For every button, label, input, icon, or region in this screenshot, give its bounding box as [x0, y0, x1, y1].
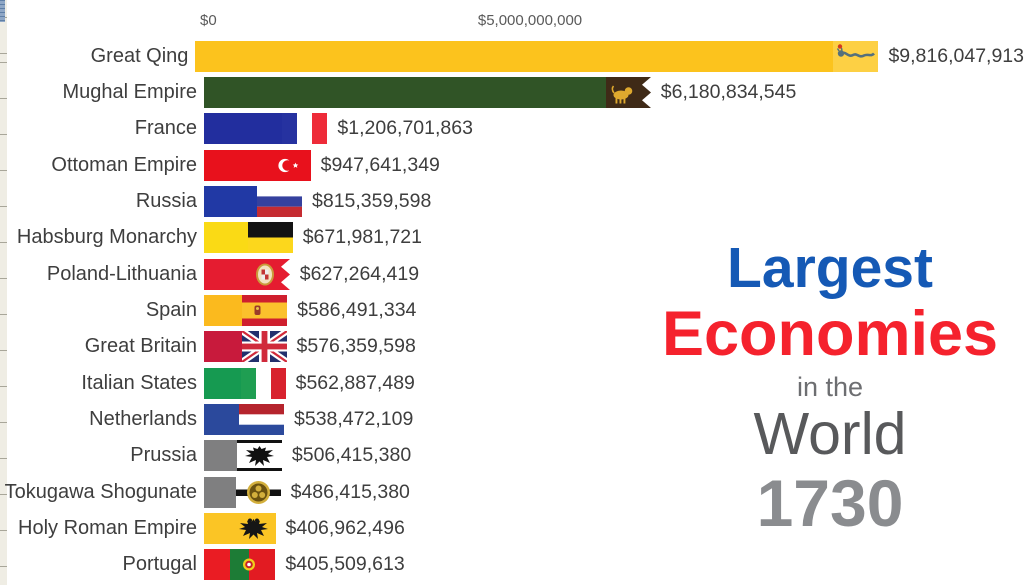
chart-row: Tokugawa Shogunate $486,415,380	[0, 474, 1024, 510]
chart-row: Great Qing $9,816,047,913	[0, 38, 1024, 74]
netherlands-flag-icon	[239, 403, 284, 435]
value-label: $562,887,489	[295, 371, 415, 394]
value-bar	[204, 222, 248, 254]
qing-flag-icon	[833, 40, 879, 72]
france-flag-icon	[282, 113, 328, 145]
x-axis: $0 $5,000,000,000	[0, 12, 1024, 34]
prussia-flag-icon	[236, 440, 282, 472]
habsburg-flag-icon	[247, 222, 293, 254]
value-bar	[204, 512, 231, 544]
chart-row: Portugal $405,509,613	[0, 547, 1024, 583]
value-bar	[204, 185, 257, 217]
chart-row: Holy Roman Empire $406,962,496	[0, 510, 1024, 546]
mughal-flag-icon	[605, 76, 651, 108]
chart-row: Habsburg Monarchy $671,981,721	[0, 220, 1024, 256]
chart-row: Mughal Empire $6,180,834,545	[0, 74, 1024, 110]
country-label: Tokugawa Shogunate	[4, 480, 197, 503]
value-label: $627,264,419	[299, 262, 420, 285]
value-bar	[204, 331, 242, 363]
value-bar	[204, 367, 241, 399]
gb-flag-icon	[241, 331, 287, 363]
country-label: France	[134, 117, 197, 140]
value-label: $405,509,613	[285, 553, 405, 576]
value-bar	[204, 403, 239, 435]
title-word-largest: Largest	[727, 236, 933, 300]
country-label: Holy Roman Empire	[18, 516, 197, 539]
value-label: $586,491,334	[297, 298, 417, 321]
value-bar	[204, 149, 266, 181]
window-edge-artifact	[0, 0, 5, 22]
country-label: Great Qing	[90, 44, 189, 67]
value-label: $671,981,721	[302, 226, 422, 249]
chart-row: Spain $586,491,334	[0, 292, 1024, 328]
chart-row: Poland-Lithuania $627,264,419	[0, 256, 1024, 292]
title-word-world: World	[753, 401, 907, 467]
value-bar	[204, 549, 231, 581]
value-bar	[204, 476, 236, 508]
country-label: Mughal Empire	[62, 80, 197, 103]
value-label: $538,472,109	[294, 407, 414, 430]
chart-row: Russia $815,359,598	[0, 183, 1024, 219]
hre-flag-icon	[230, 512, 276, 544]
country-label: Habsburg Monarchy	[16, 226, 197, 249]
country-label: Ottoman Empire	[51, 153, 197, 176]
chart-row: France $1,206,701,863	[0, 111, 1024, 147]
value-bar	[204, 113, 283, 145]
country-label: Prussia	[130, 444, 197, 467]
value-label: $1,206,701,863	[337, 117, 473, 140]
value-label: $406,962,496	[285, 516, 405, 539]
axis-tick-zero: $0	[200, 12, 217, 29]
country-label: Great Britain	[84, 335, 197, 358]
value-bar	[204, 76, 606, 108]
chart-row: Netherlands $538,472,109	[0, 401, 1024, 437]
value-label: $486,415,380	[290, 480, 410, 503]
title-word-economies: Economies	[661, 299, 999, 369]
country-label: Italian States	[81, 371, 197, 394]
italy-flag-icon	[240, 367, 286, 399]
country-label: Poland-Lithuania	[46, 262, 197, 285]
value-label: $506,415,380	[291, 444, 412, 467]
axis-tick-5b: $5,000,000,000	[477, 12, 583, 29]
tokugawa-flag-icon	[235, 476, 281, 508]
country-label: Russia	[135, 189, 197, 212]
chart-row: Great Britain $576,359,598	[0, 329, 1024, 365]
title-word-inthe: in the	[796, 372, 864, 402]
screen-edge-strip	[0, 0, 7, 585]
value-bar	[204, 440, 237, 472]
bar-rows: Great Qing $9,816,047,913 Mughal Empire $6,…	[0, 38, 1024, 583]
value-label: $947,641,349	[320, 153, 440, 176]
value-label: $9,816,047,913	[888, 44, 1024, 67]
country-label: Spain	[145, 298, 197, 321]
chart-row: Ottoman Empire $947,641,349	[0, 147, 1024, 183]
russia-flag-icon	[257, 185, 302, 217]
ottoman-flag-icon	[265, 149, 311, 181]
title-year: 1730	[756, 466, 904, 540]
chart-row: Prussia $506,415,380	[0, 438, 1024, 474]
country-label: Netherlands	[89, 407, 197, 430]
poland-flag-icon	[244, 258, 290, 290]
value-bar	[195, 40, 834, 72]
chart-row: Italian States $562,887,489	[0, 365, 1024, 401]
portugal-flag-icon	[230, 549, 276, 581]
value-label: $6,180,834,545	[660, 80, 797, 103]
value-bar	[204, 258, 245, 290]
title-block: Largest Economies in the World 1730	[630, 238, 1024, 542]
value-label: $576,359,598	[296, 335, 416, 358]
country-label: Portugal	[122, 553, 198, 576]
spain-flag-icon	[242, 294, 288, 326]
value-label: $815,359,598	[312, 189, 432, 212]
value-bar	[204, 294, 243, 326]
